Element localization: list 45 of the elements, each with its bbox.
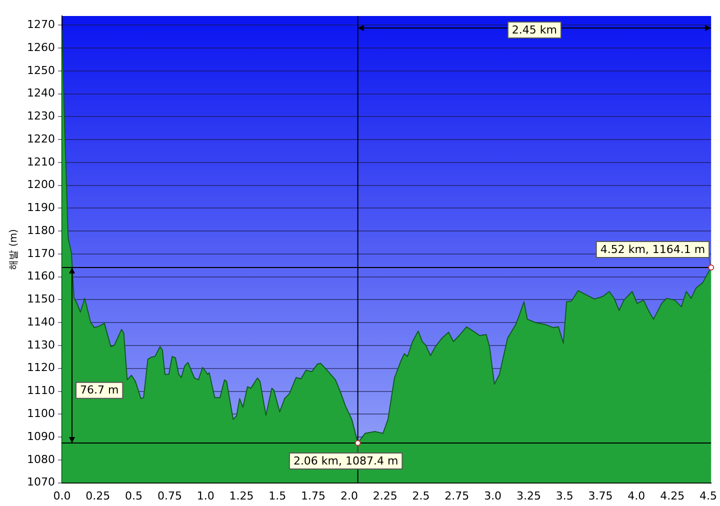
- y-tick-label: 1150: [26, 292, 55, 306]
- y-tick-label: 1070: [26, 476, 55, 489]
- annotation: 2.06 km, 1087.4 m: [293, 454, 398, 468]
- x-tick-label: 2.5: [412, 489, 430, 502]
- x-tick-label: 0.75: [157, 489, 182, 502]
- x-tick-label: 2.25: [372, 489, 398, 502]
- x-tick-label: 3.5: [556, 489, 574, 502]
- y-tick-label: 1210: [26, 155, 55, 168]
- x-tick-label: 0.25: [86, 489, 110, 502]
- y-tick-label: 1270: [26, 18, 55, 32]
- y-tick-label: 1260: [26, 40, 55, 54]
- x-tick-label: 4.25: [660, 489, 685, 502]
- y-tick-label: 1130: [26, 338, 55, 352]
- y-tick-label: 1220: [26, 132, 55, 146]
- x-tick-label: 1.25: [229, 489, 254, 502]
- y-tick-label: 1180: [26, 224, 55, 237]
- annotation: 76.7 m: [80, 384, 119, 397]
- y-tick-label: 1100: [26, 407, 55, 420]
- y-tick-label: 1160: [26, 270, 55, 283]
- x-tick-label: 0.0: [53, 489, 71, 502]
- annotation: 2.45 km: [512, 23, 558, 36]
- x-tick-label: 0.5: [125, 489, 143, 502]
- y-tick-label: 1120: [26, 361, 55, 374]
- y-tick-label: 1140: [26, 315, 55, 328]
- x-tick-label: 4.5: [699, 489, 717, 502]
- x-tick-label: 3.75: [588, 489, 613, 502]
- x-tick-label: 3.25: [516, 489, 541, 502]
- y-tick-label: 1080: [26, 452, 55, 466]
- x-tick-label: 2.0: [340, 489, 358, 502]
- x-tick-label: 2.75: [444, 489, 470, 502]
- y-tick-label: 1090: [26, 430, 55, 443]
- annotation: 4.52 km, 1164.1 m: [600, 242, 706, 256]
- y-tick-label: 1250: [26, 64, 55, 77]
- x-tick-label: 1.75: [301, 489, 326, 502]
- y-tick-label: 1200: [26, 178, 55, 192]
- y-tick-label: 1240: [26, 86, 55, 100]
- y-tick-label: 1230: [26, 110, 55, 123]
- y-tick-label: 1110: [26, 384, 55, 398]
- x-tick-label: 1.5: [268, 489, 286, 502]
- x-tick-label: 3.0: [484, 489, 502, 502]
- y-tick-label: 1170: [26, 246, 55, 260]
- y-tick-label: 1190: [26, 201, 55, 214]
- x-tick-label: 4.0: [628, 489, 646, 502]
- x-tick-label: 1.0: [196, 489, 214, 502]
- y-axis-title: 해발 (m): [8, 228, 20, 270]
